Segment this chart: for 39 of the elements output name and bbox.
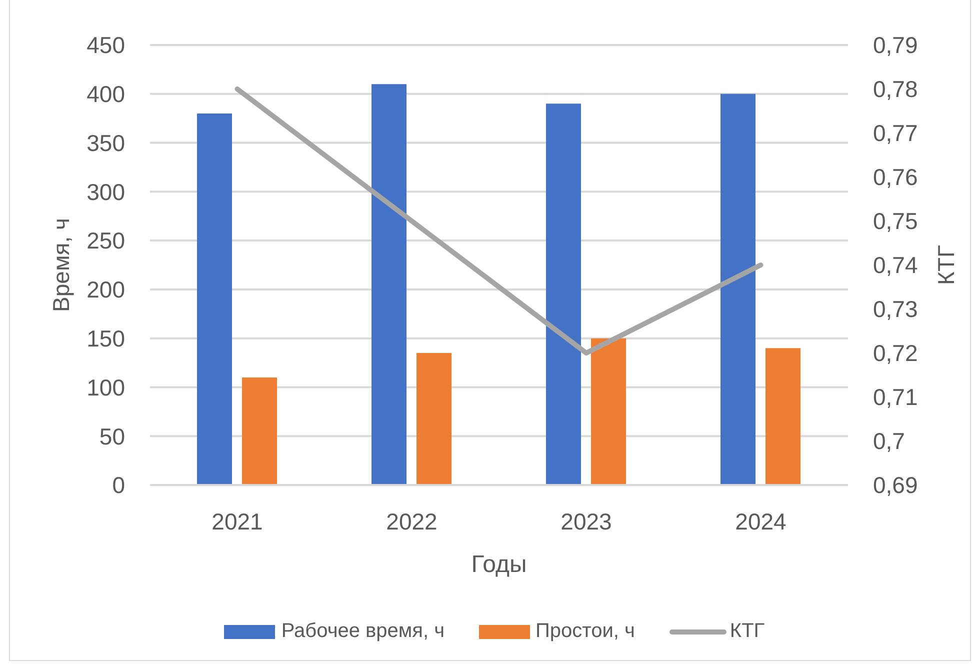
y-tick-label: 400 xyxy=(86,81,125,108)
y2-tick-label: 0,71 xyxy=(873,384,918,410)
y2-tick-label: 0,74 xyxy=(873,252,918,278)
bar xyxy=(720,94,756,485)
y2-tick-label: 0,73 xyxy=(873,296,918,322)
y2-tick-label: 0,77 xyxy=(873,120,918,146)
x-tick-label: 2024 xyxy=(735,508,787,534)
legend-label: Рабочее время, ч xyxy=(281,620,445,642)
bar xyxy=(546,104,581,485)
bar xyxy=(242,377,277,485)
y2-tick-label: 0,78 xyxy=(873,76,918,102)
bar xyxy=(591,338,626,485)
y2-tick-label: 0,72 xyxy=(873,340,918,366)
bar xyxy=(766,348,800,485)
y-tick-label: 250 xyxy=(86,228,125,254)
legend-label: Простои, ч xyxy=(536,620,635,642)
y-tick-label: 150 xyxy=(86,326,125,352)
y-tick-label: 450 xyxy=(86,32,125,58)
y2-tick-label: 0,69 xyxy=(873,472,918,498)
y-tick-label: 100 xyxy=(86,374,125,400)
y-tick-label: 0 xyxy=(112,472,125,498)
y2-tick-label: 0,7 xyxy=(873,428,905,454)
x-tick-label: 2022 xyxy=(386,508,438,534)
y-tick-label: 300 xyxy=(86,178,125,205)
bar xyxy=(416,353,452,485)
legend-label: КТГ xyxy=(730,620,765,642)
y-tick-label: 50 xyxy=(99,423,125,450)
y2-tick-label: 0,79 xyxy=(873,32,918,58)
x-tick-label: 2021 xyxy=(212,508,263,534)
bar xyxy=(197,113,232,485)
x-tick-label: 2023 xyxy=(560,508,612,534)
y2-tick-label: 0,75 xyxy=(873,208,918,234)
y-tick-label: 350 xyxy=(86,130,125,156)
y2-axis-title: КТГ xyxy=(933,244,959,285)
y2-tick-label: 0,76 xyxy=(873,164,918,190)
x-axis-title: Годы xyxy=(471,550,527,578)
bar xyxy=(372,84,406,485)
y-tick-label: 200 xyxy=(86,276,125,303)
y-axis-title: Время, ч xyxy=(48,218,74,312)
